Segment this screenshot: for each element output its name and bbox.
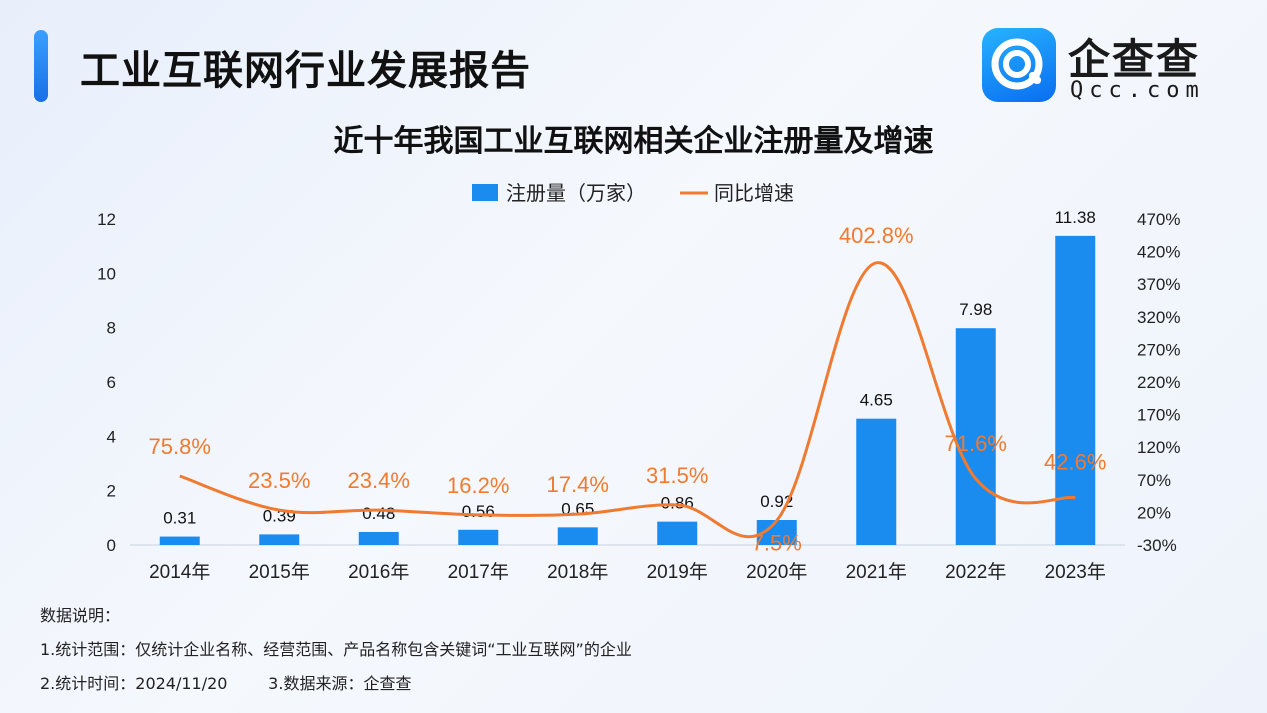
x-tick-label: 2017年 <box>448 561 509 583</box>
bar <box>856 418 897 545</box>
qcc-logo-icon <box>982 28 1056 102</box>
bar <box>955 328 996 545</box>
x-tick-label: 2023年 <box>1045 561 1106 583</box>
bar-value-label: 7.98 <box>959 300 992 319</box>
y-left-tick-label: 8 <box>107 319 116 338</box>
bar-value-label: 4.65 <box>860 391 893 410</box>
notes-scope: 1.统计范围：仅统计企业名称、经营范围、产品名称包含关键词“工业互联网”的企业 <box>40 640 632 659</box>
bar <box>358 531 399 545</box>
y-right-tick-label: 470% <box>1137 210 1180 229</box>
bar <box>657 521 698 545</box>
y-left-tick-label: 0 <box>107 536 116 555</box>
logo-domain: Qcc.com <box>1070 78 1205 103</box>
y-right-tick-label: 420% <box>1137 243 1180 262</box>
bar-value-label: 0.86 <box>661 494 694 513</box>
y-left-tick-label: 12 <box>97 210 116 229</box>
x-tick-label: 2014年 <box>149 561 210 583</box>
growth-value-label: 7.5% <box>752 531 802 556</box>
x-tick-label: 2015年 <box>249 561 310 583</box>
x-tick-label: 2018年 <box>547 561 608 583</box>
legend-bar-label: 注册量（万家） <box>506 182 646 205</box>
x-tick-label: 2019年 <box>647 561 708 583</box>
legend-bar-swatch <box>472 184 498 201</box>
chart-title: 近十年我国工业互联网相关企业注册量及增速 <box>333 124 934 159</box>
y-right-tick-label: 270% <box>1137 340 1180 359</box>
y-left-tick-label: 10 <box>97 264 116 283</box>
qcc-logo: 企查查 Qcc.com <box>982 28 1222 104</box>
x-tick-label: 2016年 <box>348 561 409 583</box>
growth-value-label: 17.4% <box>547 472 609 497</box>
growth-rate-line <box>179 261 1076 539</box>
y-right-tick-label: 170% <box>1137 406 1180 425</box>
bar <box>557 527 598 545</box>
y-right-tick-label: 120% <box>1137 438 1180 457</box>
report-title: 工业互联网行业发展报告 <box>80 48 531 94</box>
x-tick-label: 2021年 <box>846 561 907 583</box>
y-right-tick-label: 370% <box>1137 275 1180 294</box>
growth-value-label: 16.2% <box>447 473 509 498</box>
bar <box>1055 235 1096 546</box>
x-tick-label: 2020年 <box>746 561 807 583</box>
growth-value-label: 71.6% <box>945 431 1007 456</box>
growth-value-label: 23.5% <box>248 468 310 493</box>
y-right-tick-label: 70% <box>1137 471 1171 490</box>
notes-heading: 数据说明： <box>40 606 121 625</box>
bar <box>159 536 200 545</box>
growth-value-label: 23.4% <box>348 468 410 493</box>
legend-line-label: 同比增速 <box>714 182 794 205</box>
growth-value-label: 75.8% <box>149 434 211 459</box>
x-tick-label: 2022年 <box>945 561 1006 583</box>
bar-value-label: 11.38 <box>1055 208 1096 227</box>
bar <box>458 529 499 545</box>
growth-value-label: 402.8% <box>839 223 914 248</box>
accent-bar <box>34 30 48 102</box>
y-left-tick-label: 6 <box>107 373 116 392</box>
bar-value-label: 0.48 <box>362 504 395 523</box>
bar-value-label: 0.31 <box>163 509 196 528</box>
growth-value-label: 42.6% <box>1044 450 1106 475</box>
y-right-tick-label: -30% <box>1137 536 1177 555</box>
y-left-tick-label: 4 <box>107 427 116 446</box>
bar <box>259 534 300 545</box>
y-right-tick-label: 220% <box>1137 373 1180 392</box>
notes-time-source: 2.统计时间：2024/11/20 3.数据来源：企查查 <box>40 674 412 693</box>
logo-name: 企查查 <box>1068 35 1201 84</box>
growth-value-label: 31.5% <box>646 463 708 488</box>
y-right-tick-label: 320% <box>1137 308 1180 327</box>
y-left-tick-label: 2 <box>107 482 116 501</box>
combo-chart: 注册量（万家） 同比增速 0 2 4 6 8 10 12 -30% 20% 70% 120% 170% 22… <box>97 182 1180 583</box>
y-right-tick-label: 20% <box>1137 503 1171 522</box>
bar-value-label: 0.56 <box>462 502 495 521</box>
